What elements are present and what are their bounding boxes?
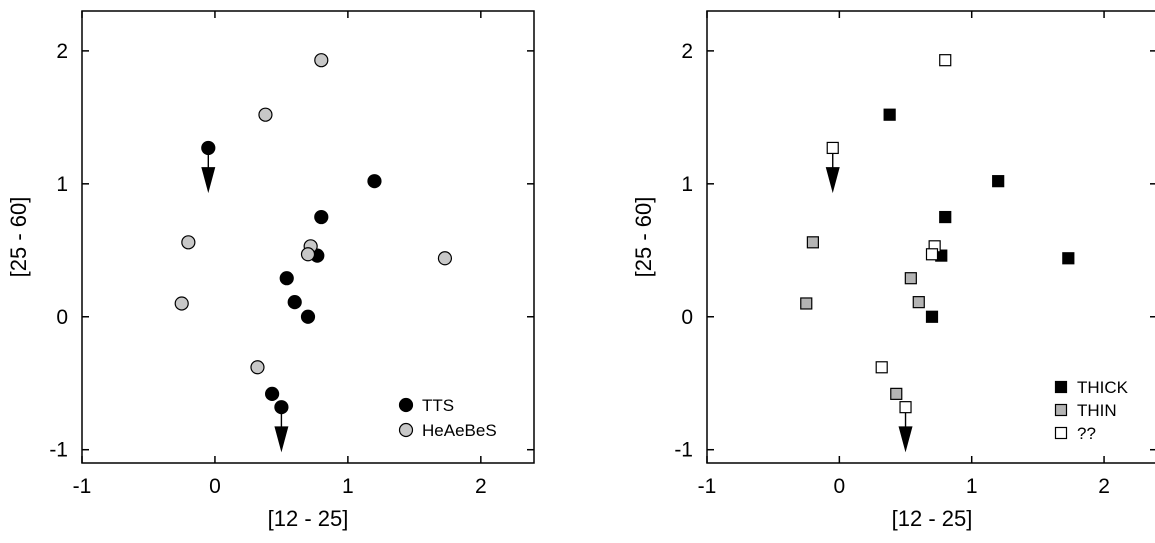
panel-left-scatter: -1 0 1 2 -1 0 1 2 [12 - 25] [25 - 60] TTS HeAeBeS xyxy=(6,10,535,531)
legend-marker xyxy=(1054,403,1068,417)
data-point-unknown xyxy=(899,401,912,414)
data-point-tts xyxy=(314,209,329,225)
x-tick-label: -1 xyxy=(698,475,717,498)
data-point-tts xyxy=(201,140,216,156)
legend-label: TTS xyxy=(422,396,454,415)
y-axis-title: [25 - 60] xyxy=(6,197,31,278)
legend-marker xyxy=(1054,380,1068,394)
data-point-tts xyxy=(367,174,382,189)
plot-frame xyxy=(81,10,535,464)
data-point-tts xyxy=(265,386,280,401)
data-point-unknown xyxy=(826,141,839,155)
x-axis-title: [12 - 25] xyxy=(268,506,349,531)
y-tick-label: -1 xyxy=(674,439,693,462)
data-point-thick xyxy=(1062,252,1075,265)
legend-label: ?? xyxy=(1077,424,1096,443)
data-point-thin xyxy=(806,236,819,249)
data-point-tts xyxy=(300,309,316,324)
x-tick-label: 2 xyxy=(1098,475,1110,498)
data-point-tts xyxy=(287,295,302,310)
x-tick-label: 1 xyxy=(342,475,354,498)
x-tick-label: 2 xyxy=(475,475,487,498)
upper-limit-arrow-head xyxy=(898,426,913,453)
y-tick-label: 2 xyxy=(681,40,693,63)
x-tick-label: 1 xyxy=(966,475,978,498)
data-point-thin xyxy=(904,272,917,285)
x-tick-label: 0 xyxy=(209,475,221,498)
data-point-heaebes xyxy=(250,360,265,375)
data-point-unknown xyxy=(875,361,888,374)
data-point-thick xyxy=(992,175,1005,188)
legend-label: THICK xyxy=(1077,378,1129,397)
y-tick-label: 0 xyxy=(56,306,68,329)
legend-marker xyxy=(398,397,414,413)
y-tick-label: -1 xyxy=(49,439,68,462)
legend-marker xyxy=(398,422,414,438)
data-point-thin xyxy=(912,296,925,309)
data-point-thin xyxy=(890,387,903,400)
legend-label: THIN xyxy=(1077,401,1117,420)
data-point-thick xyxy=(883,108,896,121)
data-point-thick xyxy=(925,310,939,323)
data-point-heaebes xyxy=(437,251,453,266)
data-point-heaebes xyxy=(181,235,196,250)
data-point-tts xyxy=(274,400,289,415)
legend-label: HeAeBeS xyxy=(422,421,497,440)
data-point-unknown xyxy=(925,248,939,261)
y-tick-label: 0 xyxy=(681,306,693,329)
x-axis-title: [12 - 25] xyxy=(892,506,973,531)
data-point-tts xyxy=(279,271,294,286)
panel-right-scatter: -1 0 1 2 -1 0 1 2 [12 - 25] [25 - 60] THICK THIN?? xyxy=(631,10,1155,531)
data-point-thick xyxy=(939,210,952,224)
upper-limit-arrow-head xyxy=(825,167,840,194)
y-tick-label: 2 xyxy=(56,40,68,63)
data-point-heaebes xyxy=(300,247,316,262)
y-axis-title: [25 - 60] xyxy=(631,197,656,278)
x-tick-label: -1 xyxy=(73,475,92,498)
data-point-unknown xyxy=(939,54,952,67)
upper-limit-arrow-head xyxy=(201,167,216,194)
data-point-heaebes xyxy=(174,296,189,311)
data-point-heaebes xyxy=(314,53,329,68)
y-tick-label: 1 xyxy=(56,173,68,196)
plot-frame xyxy=(706,10,1155,464)
legend-marker xyxy=(1054,426,1068,440)
y-tick-label: 1 xyxy=(681,173,693,196)
x-tick-label: 0 xyxy=(834,475,846,498)
data-point-thin xyxy=(800,297,813,310)
data-point-heaebes xyxy=(258,107,273,122)
upper-limit-arrow-head xyxy=(274,426,289,453)
